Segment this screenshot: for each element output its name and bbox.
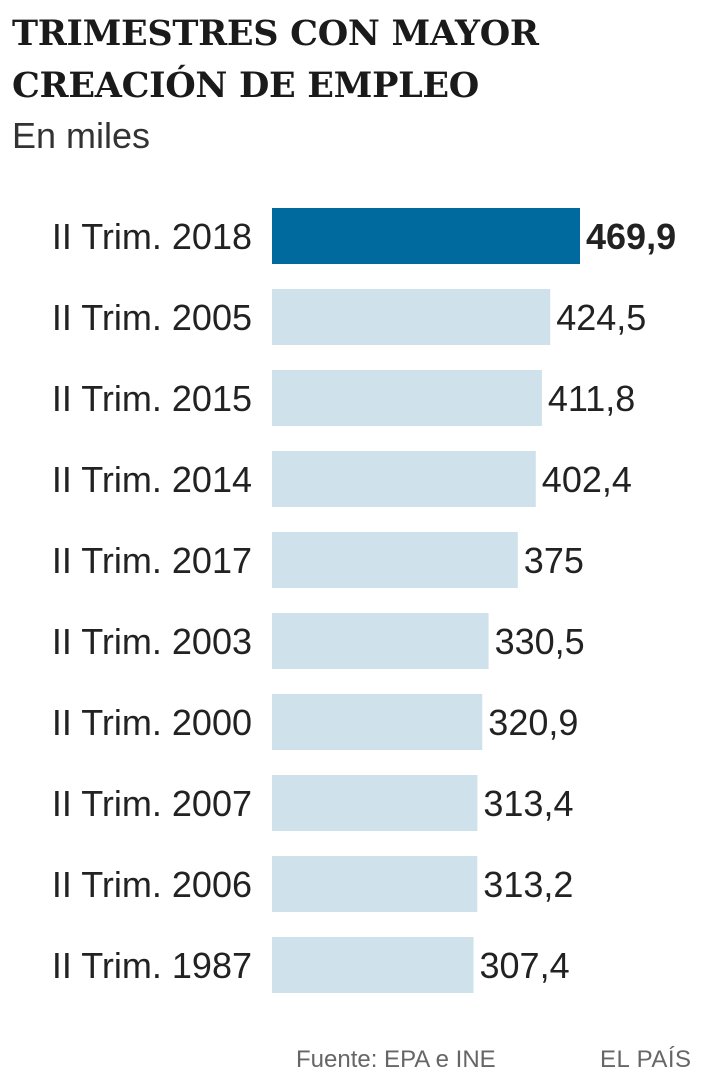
value-label: 313,2 (483, 864, 573, 905)
publisher-brand: EL PAÍS (600, 1046, 692, 1073)
value-label: 469,9 (586, 216, 676, 257)
category-label: II Trim. 2006 (52, 864, 252, 905)
value-label: 424,5 (556, 297, 646, 338)
value-label: 330,5 (495, 621, 585, 662)
bar-chart: II Trim. 2018 469,9II Trim. 2005 424,5II T… (52, 208, 676, 993)
source-note: Fuente: EPA e INE (296, 1046, 496, 1073)
category-label: II Trim. 1987 (52, 945, 252, 986)
value-label: 307,4 (480, 945, 570, 986)
bar (272, 451, 536, 507)
category-label: II Trim. 2018 (52, 216, 252, 257)
bar-row: II Trim. 2014 402,4 (52, 451, 632, 507)
chart-title: TRIMESTRES CON MAYOR CREACIÓN DE EMPLEO (12, 8, 702, 112)
bar-row: II Trim. 2018 469,9 (52, 208, 676, 264)
bar-row: II Trim. 2005 424,5 (52, 289, 646, 345)
bar-row: II Trim. 2003 330,5 (52, 613, 585, 669)
bar (272, 937, 474, 993)
value-label: 320,9 (488, 702, 578, 743)
category-label: II Trim. 2000 (52, 702, 252, 743)
bar (272, 532, 518, 588)
bar-row: II Trim. 2015 411,8 (52, 370, 635, 426)
chart-subtitle: En miles (12, 115, 151, 156)
bar-row: II Trim. 2006 313,2 (52, 856, 573, 912)
bar (272, 289, 551, 345)
category-label: II Trim. 2003 (52, 621, 252, 662)
bar (272, 775, 478, 831)
bar-row: II Trim. 2017 375 (52, 532, 584, 588)
bar (272, 613, 489, 669)
chart-title-line-1: TRIMESTRES CON MAYOR (12, 13, 539, 54)
category-label: II Trim. 2007 (52, 783, 252, 824)
bar (272, 370, 542, 426)
bar-row: II Trim. 1987 307,4 (52, 937, 570, 993)
value-label: 375 (524, 540, 584, 581)
bar (272, 208, 580, 264)
bar (272, 694, 483, 750)
category-label: II Trim. 2017 (52, 540, 252, 581)
value-label: 411,8 (548, 378, 635, 419)
bar-row: II Trim. 2007 313,4 (52, 775, 573, 831)
category-label: II Trim. 2005 (52, 297, 252, 338)
bar-row: II Trim. 2000 320,9 (52, 694, 578, 750)
bar (272, 856, 478, 912)
value-label: 402,4 (542, 459, 632, 500)
value-label: 313,4 (483, 783, 573, 824)
category-label: II Trim. 2014 (52, 459, 252, 500)
category-label: II Trim. 2015 (52, 378, 252, 419)
chart-title-line-2: CREACIÓN DE EMPLEO (12, 65, 479, 106)
